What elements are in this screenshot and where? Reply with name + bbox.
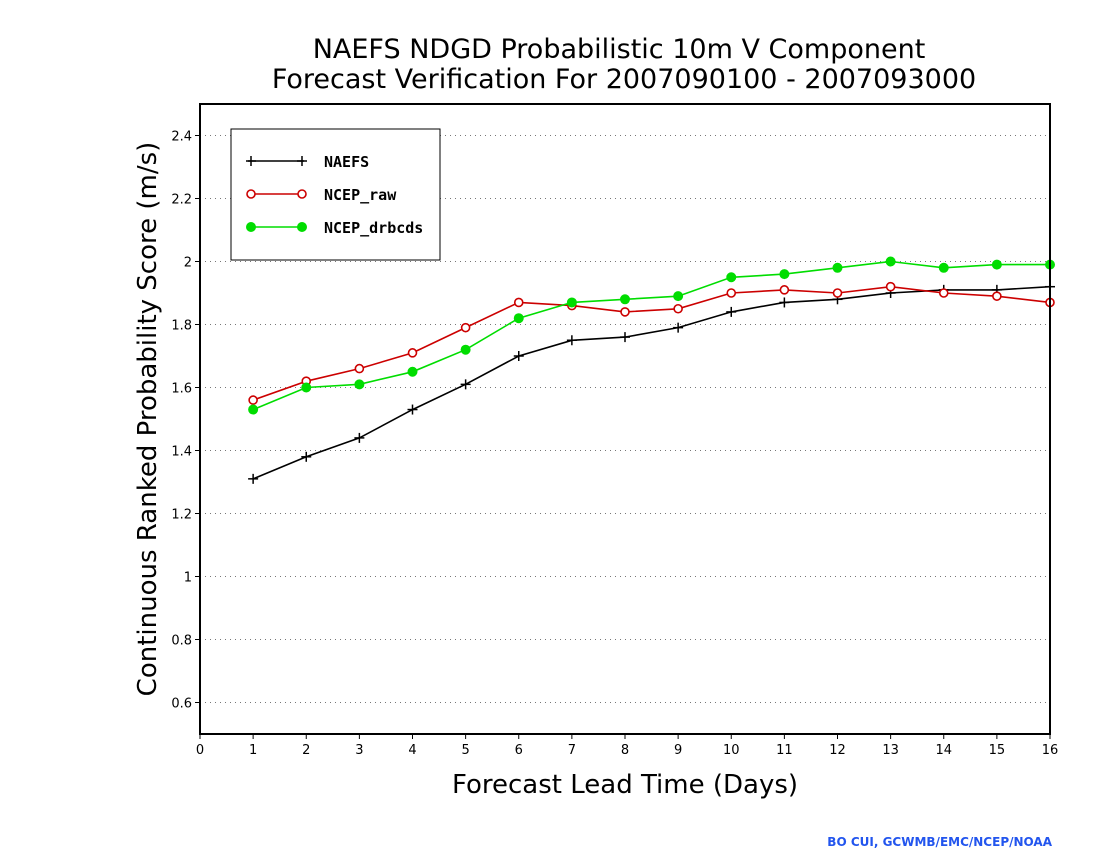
y-tick-label: 0.6 xyxy=(171,697,192,712)
data-point-ncep-drbcds xyxy=(779,269,790,280)
data-point-ncep-drbcds xyxy=(354,379,365,390)
y-tick-label: 1 xyxy=(184,571,192,586)
data-point-ncep-raw xyxy=(938,288,949,298)
data-point-ncep-raw xyxy=(460,322,471,333)
data-point-ncep-drbcds xyxy=(407,366,418,377)
data-point-naefs xyxy=(673,322,684,333)
x-tick-label: 5 xyxy=(461,743,469,758)
data-point-ncep-drbcds xyxy=(460,344,471,355)
data-point-ncep-raw xyxy=(832,288,843,298)
data-point-ncep-drbcds xyxy=(620,294,630,305)
data-point-ncep-drbcds xyxy=(726,272,737,283)
data-point-naefs xyxy=(726,306,737,317)
grid-lines xyxy=(200,135,1050,703)
data-point-ncep-raw xyxy=(354,363,365,374)
legend-marker-left-ncep-drbcds xyxy=(246,222,256,232)
data-point-naefs xyxy=(354,432,365,443)
data-point-naefs xyxy=(620,332,630,343)
data-point-ncep-raw xyxy=(992,291,1002,301)
data-point-naefs xyxy=(301,451,312,462)
legend-label-ncep-drbcds: NCEP_drbcds xyxy=(324,219,423,237)
data-point-ncep-raw xyxy=(726,288,737,298)
y-tick-label: 2.4 xyxy=(171,130,192,145)
data-point-ncep-drbcds xyxy=(991,259,1002,270)
legend-marker-right-ncep-drbcds xyxy=(297,222,307,232)
legend-marker-right-naefs xyxy=(297,156,307,166)
data-point-naefs xyxy=(566,335,577,346)
data-point-ncep-raw xyxy=(248,395,258,405)
x-tick-label: 3 xyxy=(355,743,363,758)
data-point-ncep-raw xyxy=(885,281,896,292)
data-point-ncep-raw xyxy=(620,307,630,317)
x-tick-label: 11 xyxy=(776,743,793,758)
x-axis-title: Forecast Lead Time (Days) xyxy=(452,770,798,800)
data-point-ncep-drbcds xyxy=(885,256,896,267)
axes: 0.60.811.21.41.61.822.22.40 1 2 3 4 5 6 7 8 9 10 11… xyxy=(171,130,1058,759)
x-tick-label: 10 xyxy=(723,743,740,758)
y-tick-label: 0.8 xyxy=(171,634,192,649)
y-tick-label: 2.2 xyxy=(171,193,192,208)
y-tick-label: 1.8 xyxy=(171,319,192,334)
y-tick-label: 2 xyxy=(184,256,192,271)
legend-label-naefs: NAEFS xyxy=(324,153,369,171)
data-point-naefs xyxy=(248,473,259,484)
data-point-ncep-raw xyxy=(779,285,790,295)
data-point-naefs xyxy=(779,297,790,308)
legend-marker-left-naefs xyxy=(246,156,256,166)
data-point-ncep-drbcds xyxy=(248,404,259,415)
legend: NAEFS NCEP_raw NCEP_drbcds xyxy=(230,128,441,261)
credit-text: BO CUI, GCWMB/EMC/NCEP/NOAA xyxy=(827,835,1052,849)
x-tick-label: 12 xyxy=(829,743,846,758)
data-point-naefs xyxy=(407,404,418,415)
data-point-ncep-drbcds xyxy=(301,382,312,393)
y-axis-title: Continuous Ranked Probability Score (m/s… xyxy=(133,142,163,697)
data-point-ncep-raw xyxy=(513,297,524,308)
data-point-ncep-drbcds xyxy=(673,291,684,302)
legend-label-ncep-raw: NCEP_raw xyxy=(324,186,397,204)
x-tick-label: 9 xyxy=(674,743,682,758)
data-point-ncep-drbcds xyxy=(938,262,949,273)
legend-marker-right-ncep-raw xyxy=(297,189,307,199)
series-line-naefs xyxy=(252,285,1051,480)
data-point-ncep-raw xyxy=(407,348,418,358)
y-tick-label: 1.2 xyxy=(171,508,192,523)
x-tick-label: 4 xyxy=(408,743,416,758)
legend-marker-left-ncep-raw xyxy=(246,189,256,199)
series-line-ncep-raw xyxy=(252,285,1051,401)
y-tick-label: 1.4 xyxy=(171,445,192,460)
x-tick-label: 6 xyxy=(515,743,523,758)
x-tick-label: 16 xyxy=(1042,743,1059,758)
plot-frame xyxy=(199,103,1051,735)
data-point-ncep-drbcds xyxy=(566,297,577,308)
data-point-ncep-drbcds xyxy=(513,313,524,324)
x-tick-label: 7 xyxy=(568,743,576,758)
x-tick-label: 8 xyxy=(621,743,629,758)
data-point-ncep-drbcds xyxy=(832,262,843,273)
y-tick-label: 1.6 xyxy=(171,382,192,397)
x-tick-label: 2 xyxy=(302,743,310,758)
data-point-naefs xyxy=(513,351,524,361)
data-point-ncep-raw xyxy=(673,303,683,314)
data-point-naefs xyxy=(460,379,471,390)
x-tick-label: 14 xyxy=(935,743,952,758)
series-line-ncep-drbcds xyxy=(252,260,1050,411)
x-tick-label: 0 xyxy=(196,743,204,758)
series-lines xyxy=(248,256,1055,484)
x-tick-label: 13 xyxy=(882,743,899,758)
chart-title-line1: NAEFS NDGD Probabilistic 10m V Component xyxy=(313,34,926,65)
x-tick-label: 15 xyxy=(989,743,1006,758)
x-tick-label: 1 xyxy=(249,743,257,758)
chart-title-line2: Forecast Verification For 2007090100 - 2… xyxy=(272,64,976,95)
